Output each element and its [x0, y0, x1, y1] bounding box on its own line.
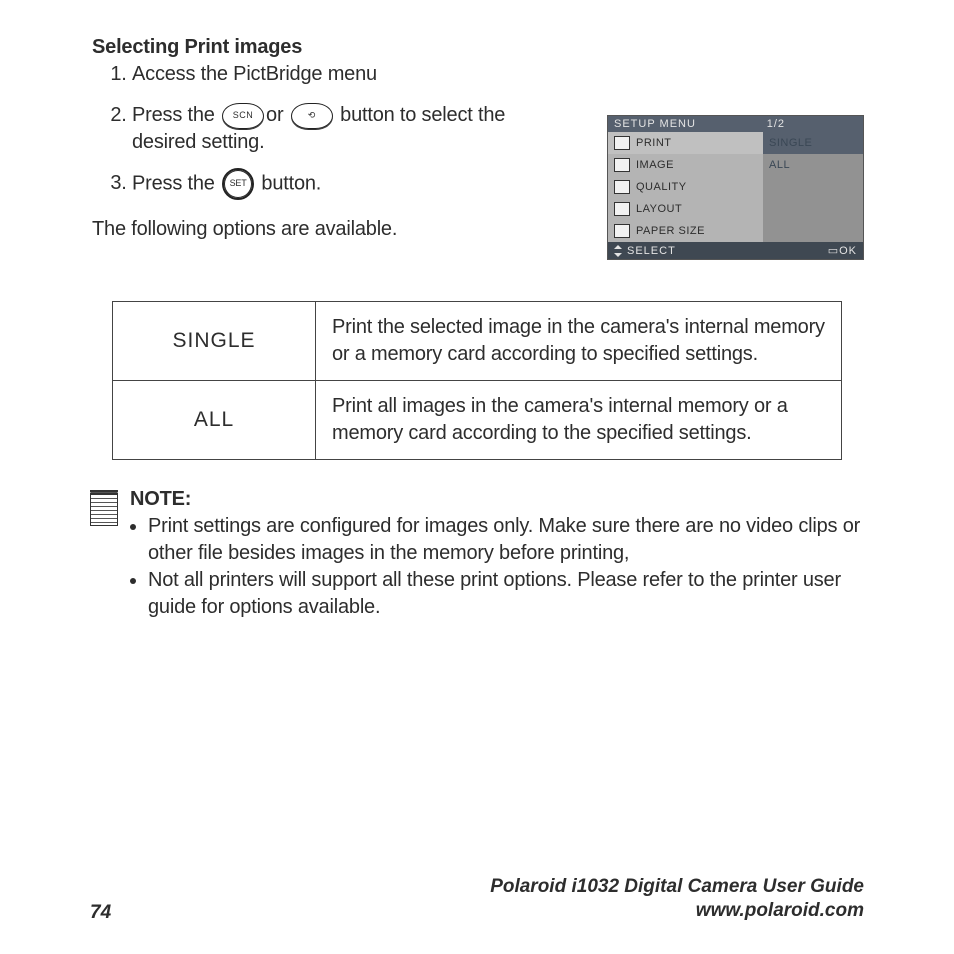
table-row: ALL Print all images in the camera's int…: [113, 381, 842, 460]
table-row: SINGLE Print the selected image in the c…: [113, 302, 842, 381]
camera-menu-item-label: PRINT: [636, 137, 672, 149]
camera-menu-left-column: PRINT IMAGE QUALITY LAYOUT PAPER SIZE: [608, 132, 763, 242]
camera-menu-ok-label: OK: [839, 245, 857, 257]
image-icon: [614, 158, 630, 172]
step-1: Access the PictBridge menu: [132, 61, 562, 88]
camera-menu-title: SETUP MENU: [614, 118, 696, 130]
camera-menu-footer-ok: ▭OK: [828, 244, 857, 257]
steps-list: Access the PictBridge menu Press the SCN…: [90, 61, 562, 200]
layout-icon: [614, 202, 630, 216]
camera-menu-preview: SETUP MENU 1/2 PRINT IMAGE QUALITY LAYOU…: [607, 115, 864, 260]
camera-menu-option-label: ALL: [769, 159, 790, 171]
option-label-all: ALL: [113, 381, 316, 460]
note-icon: [90, 490, 118, 526]
note-title: NOTE:: [130, 488, 864, 511]
print-icon: [614, 136, 630, 150]
scn-button-icon: SCN: [222, 103, 264, 129]
camera-menu-option-label: SINGLE: [769, 137, 812, 149]
note-bullet-1: Print settings are configured for images…: [148, 513, 864, 567]
step-2: Press the SCNor ⟲ button to select the d…: [132, 102, 562, 156]
set-button-label: SET: [224, 170, 252, 196]
note-block: NOTE: Print settings are configured for …: [90, 488, 864, 621]
camera-menu-item-layout: LAYOUT: [608, 198, 763, 220]
set-button-icon: SET: [222, 168, 254, 200]
step-2-text-a: Press the: [132, 104, 215, 126]
camera-menu-right-column: SINGLE ALL: [763, 132, 863, 242]
mode-button-label: ⟲: [292, 104, 332, 126]
note-bullets: Print settings are configured for images…: [130, 513, 864, 621]
camera-menu-item-label: QUALITY: [636, 181, 687, 193]
scn-button-label: SCN: [223, 104, 263, 126]
camera-menu-option-single: SINGLE: [763, 132, 863, 154]
mode-button-icon: ⟲: [291, 103, 333, 129]
camera-menu-item-label: PAPER SIZE: [636, 225, 705, 237]
quality-icon: [614, 180, 630, 194]
camera-menu-option-empty: [763, 220, 863, 242]
step-3: Press the SET button.: [132, 168, 562, 200]
camera-menu-page-indicator: 1/2: [767, 118, 857, 130]
camera-menu-item-label: LAYOUT: [636, 203, 682, 215]
footer-text: Polaroid i1032 Digital Camera User Guide…: [490, 875, 864, 924]
section-heading: Selecting Print images: [92, 36, 864, 59]
camera-menu-option-empty: [763, 176, 863, 198]
papersize-icon: [614, 224, 630, 238]
option-desc-single: Print the selected image in the camera's…: [316, 302, 842, 381]
step-2-or: or: [266, 104, 283, 126]
updown-arrows-icon: [614, 245, 622, 257]
camera-menu-item-papersize: PAPER SIZE: [608, 220, 763, 242]
page-number: 74: [90, 902, 111, 924]
camera-menu-item-quality: QUALITY: [608, 176, 763, 198]
option-label-single: SINGLE: [113, 302, 316, 381]
footer-line-2: www.polaroid.com: [490, 899, 864, 924]
camera-menu-item-print: PRINT: [608, 132, 763, 154]
camera-menu-footer: SELECT ▭OK: [608, 242, 863, 259]
camera-menu-footer-select: SELECT: [627, 245, 676, 257]
camera-menu-option-all: ALL: [763, 154, 863, 176]
step-3-text-b: button.: [261, 172, 321, 194]
camera-menu-option-empty: [763, 198, 863, 220]
print-options-table: SINGLE Print the selected image in the c…: [112, 301, 842, 460]
page-footer: 74 Polaroid i1032 Digital Camera User Gu…: [90, 875, 864, 924]
step-3-text-a: Press the: [132, 172, 215, 194]
camera-menu-header: SETUP MENU 1/2: [608, 116, 863, 132]
option-desc-all: Print all images in the camera's interna…: [316, 381, 842, 460]
camera-menu-item-label: IMAGE: [636, 159, 674, 171]
note-bullet-2: Not all printers will support all these …: [148, 567, 864, 621]
camera-menu-item-image: IMAGE: [608, 154, 763, 176]
footer-line-1: Polaroid i1032 Digital Camera User Guide: [490, 875, 864, 900]
